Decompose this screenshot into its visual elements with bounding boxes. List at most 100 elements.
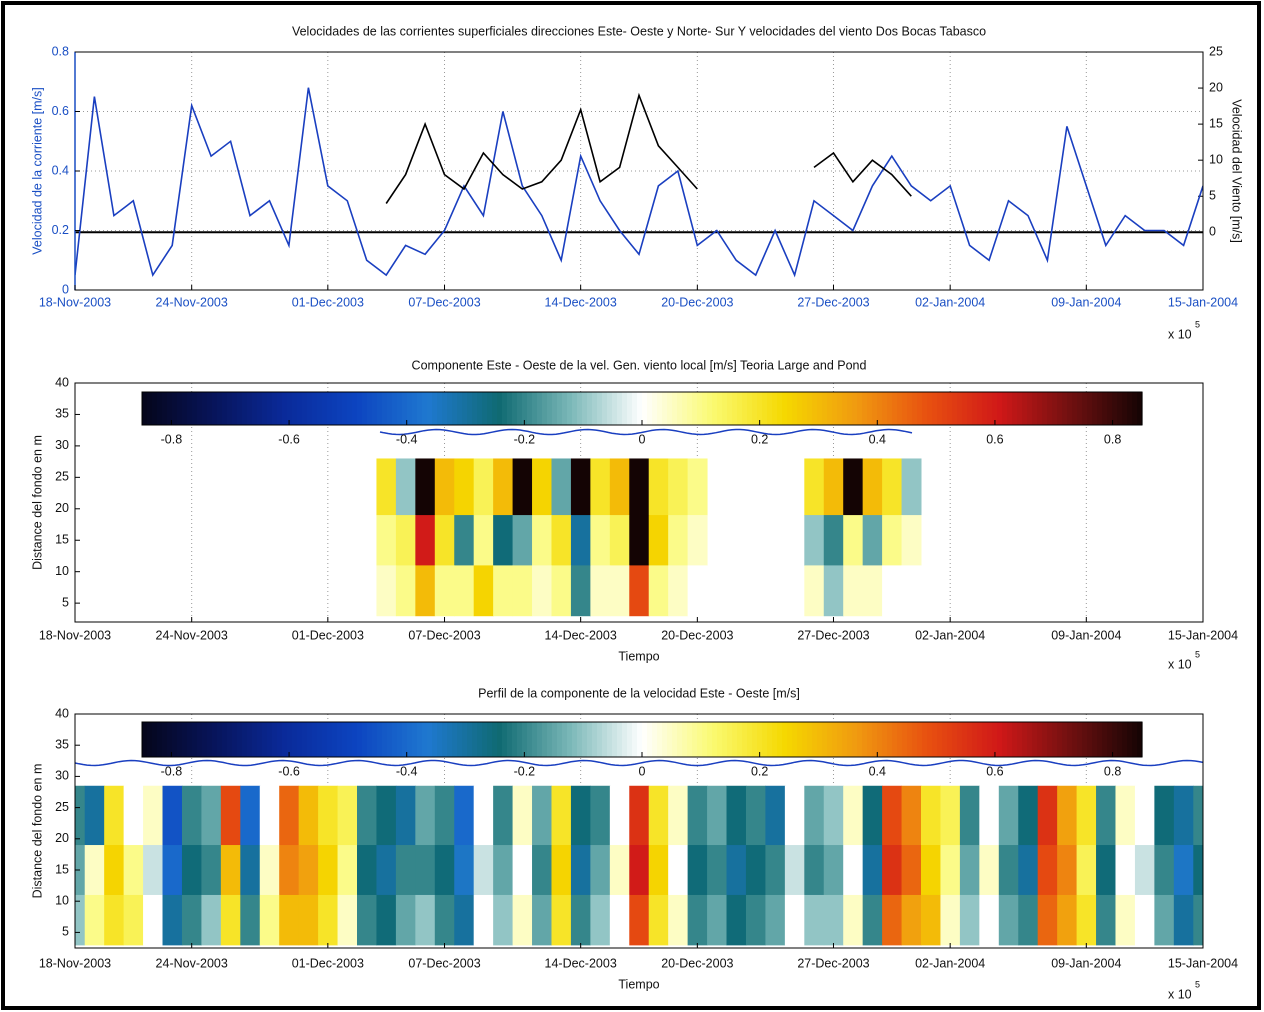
heatmap-cell <box>298 785 319 846</box>
colorbar-cell <box>402 392 408 425</box>
heatmap-cell <box>75 785 86 846</box>
colorbar-cell <box>972 392 978 425</box>
y-tick-label: 35 <box>55 737 69 751</box>
colorbar-cell <box>612 722 618 757</box>
colorbar-cell <box>362 722 368 757</box>
heatmap-cell <box>181 845 202 896</box>
colorbar-cell <box>557 392 563 425</box>
heatmap-cell <box>648 565 669 617</box>
colorbar-cell <box>842 722 848 757</box>
heatmap-cell <box>143 785 164 846</box>
colorbar-cell <box>557 722 563 757</box>
colorbar-cell <box>1132 392 1138 425</box>
colorbar-cell <box>507 392 513 425</box>
colorbar-cell <box>602 722 608 757</box>
colorbar-cell <box>657 392 663 425</box>
colorbar-cell <box>1042 392 1048 425</box>
colorbar-cell <box>1137 392 1143 425</box>
y-tick-label: 0.8 <box>52 44 69 58</box>
colorbar-cell <box>477 392 483 425</box>
colorbar-cell <box>917 392 923 425</box>
colorbar-cell <box>972 722 978 757</box>
colorbar-cell <box>327 722 333 757</box>
heatmap-cell <box>376 785 397 846</box>
heatmap-cell <box>298 894 319 946</box>
heatmap-cell <box>1076 845 1097 896</box>
heatmap <box>376 458 922 617</box>
heatmap-cell <box>765 785 786 846</box>
heatmap-cell <box>201 845 222 896</box>
colorbar-tick-label: -0.6 <box>278 764 300 778</box>
colorbar-cell <box>582 392 588 425</box>
x-tick-label: 15-Jan-2004 <box>1168 295 1238 309</box>
heatmap-cell <box>648 515 669 566</box>
x-tick-label: 14-Dec-2003 <box>545 628 617 642</box>
colorbar-cell <box>527 722 533 757</box>
colorbar-cell <box>292 392 298 425</box>
colorbar-cell <box>847 392 853 425</box>
colorbar-cell <box>817 392 823 425</box>
heatmap-cell <box>940 785 961 846</box>
colorbar-cell <box>682 722 688 757</box>
colorbar-cell <box>222 722 228 757</box>
colorbar-cell <box>452 722 458 757</box>
heatmap-cell <box>609 894 630 946</box>
heatmap-cell <box>882 515 903 566</box>
colorbar-cell <box>342 722 348 757</box>
heatmap-cell <box>882 845 903 896</box>
heatmap-cell <box>843 458 864 516</box>
colorbar-cell <box>587 722 593 757</box>
heatmap-cell <box>648 458 669 516</box>
y-tick-label: 30 <box>55 438 69 452</box>
heatmap-cell <box>998 845 1019 896</box>
colorbar-cell <box>382 392 388 425</box>
colorbar-cell <box>342 392 348 425</box>
chart-title: Componente Este - Oeste de la vel. Gen. … <box>412 358 867 372</box>
colorbar-cell <box>622 392 628 425</box>
colorbar-cell <box>297 722 303 757</box>
colorbar-cell <box>982 392 988 425</box>
colorbar-cell <box>212 392 218 425</box>
heatmap-cell <box>590 565 611 617</box>
colorbar-cell <box>567 392 573 425</box>
colorbar-cell <box>757 392 763 425</box>
heatmap-cell <box>668 845 689 896</box>
colorbar-cell <box>207 392 213 425</box>
heatmap-cell <box>454 785 475 846</box>
colorbar-cell <box>677 392 683 425</box>
colorbar-cell <box>772 722 778 757</box>
heatmap-cell <box>1154 894 1175 946</box>
heatmap-cell <box>415 565 436 617</box>
colorbar-cell <box>397 722 403 757</box>
heatmap-cell <box>1115 894 1136 946</box>
x-tick-label: 14-Dec-2003 <box>545 295 617 309</box>
x-tick-label: 18-Nov-2003 <box>39 295 111 309</box>
colorbar-cell <box>172 392 178 425</box>
heatmap-cell <box>143 894 164 946</box>
colorbar-cell <box>737 722 743 757</box>
heatmap-cell <box>862 565 883 617</box>
colorbar-cell <box>687 722 693 757</box>
heatmap-cell <box>629 515 650 566</box>
colorbar-cell <box>517 722 523 757</box>
colorbar-cell <box>887 392 893 425</box>
x-tick-label: 01-Dec-2003 <box>292 628 364 642</box>
colorbar-tick-label: 0.8 <box>1104 432 1121 446</box>
heatmap-cell <box>609 458 630 516</box>
colorbar-cell <box>572 392 578 425</box>
heatmap-cell <box>395 845 416 896</box>
colorbar-cell <box>1097 392 1103 425</box>
heatmap-cell <box>512 845 533 896</box>
colorbar-cell <box>497 392 503 425</box>
colorbar-cell <box>302 722 308 757</box>
colorbar-cell <box>457 392 463 425</box>
colorbar-tick-label: -0.2 <box>514 764 536 778</box>
colorbar-cell <box>1102 392 1108 425</box>
heatmap-cell <box>415 845 436 896</box>
heatmap-cell <box>551 894 572 946</box>
colorbar-cell <box>237 392 243 425</box>
colorbar-cell <box>432 722 438 757</box>
colorbar-cell <box>322 392 328 425</box>
colorbar-cell <box>732 392 738 425</box>
